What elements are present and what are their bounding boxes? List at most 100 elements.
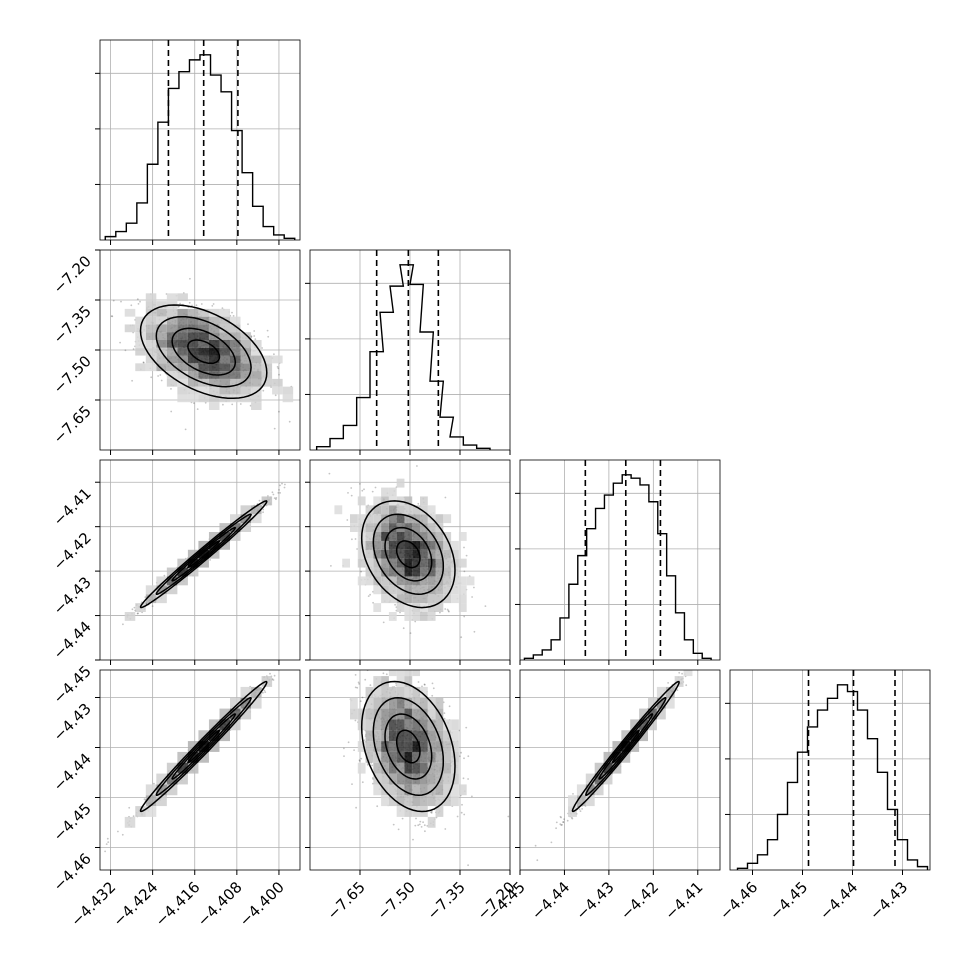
scatter-point — [369, 594, 371, 596]
scatter-point — [343, 748, 345, 750]
scatter-point — [444, 718, 446, 720]
scatter-point — [134, 607, 136, 609]
density-cell — [219, 348, 230, 356]
density-cell — [342, 559, 350, 568]
density-cell — [251, 379, 262, 387]
density-cell — [381, 505, 389, 514]
scatter-point — [281, 668, 283, 670]
density-cell — [188, 371, 199, 379]
scatter-point — [360, 571, 362, 573]
density-cell — [451, 594, 459, 603]
scatter-point — [466, 555, 468, 557]
density-cell — [198, 348, 209, 356]
scatter-point — [231, 312, 233, 314]
scatter-point — [372, 491, 374, 493]
density-cell — [146, 309, 157, 317]
scatter-point — [343, 755, 345, 757]
scatter-point — [111, 315, 113, 317]
panel-4-4 — [725, 670, 930, 870]
density-cell — [177, 394, 188, 402]
scatter-point — [274, 497, 276, 499]
scatter-point — [444, 712, 446, 714]
scatter-point — [119, 342, 121, 344]
density-cell — [251, 371, 262, 379]
scatter-point — [307, 634, 309, 636]
density-cell — [404, 612, 412, 621]
density-cell — [459, 603, 467, 612]
scatter-point — [278, 374, 280, 376]
density-cell — [366, 523, 374, 532]
scatter-point — [346, 519, 348, 521]
density-cell — [459, 559, 467, 568]
scatter-point — [360, 758, 362, 760]
scatter-point — [177, 306, 179, 308]
scatter-point — [361, 490, 363, 492]
scatter-point — [370, 684, 372, 686]
density-cell — [397, 603, 405, 612]
scatter-point — [417, 824, 419, 826]
density-cell — [198, 332, 209, 340]
density-layer — [104, 634, 309, 853]
scatter-point — [471, 596, 473, 598]
density-cell — [198, 394, 209, 402]
scatter-point — [364, 679, 366, 681]
scatter-point — [460, 636, 462, 638]
scatter-point — [170, 411, 172, 413]
scatter-point — [157, 375, 159, 377]
scatter-point — [264, 691, 266, 693]
density-cell — [397, 479, 405, 488]
scatter-point — [410, 632, 412, 634]
scatter-point — [463, 814, 465, 816]
scatter-point — [133, 348, 135, 350]
scatter-point — [383, 622, 385, 624]
scatter-point — [356, 548, 358, 550]
density-cell — [251, 387, 262, 395]
scatter-point — [211, 305, 213, 307]
scatter-point — [222, 404, 224, 406]
density-cell — [420, 514, 428, 523]
scatter-point — [137, 298, 139, 300]
density-cell — [420, 594, 428, 603]
density-cell — [146, 293, 157, 301]
panel-3-2 — [310, 447, 510, 660]
scatter-point — [137, 612, 139, 614]
density-cell — [272, 356, 283, 364]
scatter-point — [273, 494, 275, 496]
scatter-point — [159, 374, 161, 376]
scatter-point — [279, 492, 281, 494]
density-cell — [167, 324, 178, 332]
density-cell — [428, 612, 436, 621]
scatter-point — [433, 687, 435, 689]
scatter-point — [161, 380, 163, 382]
scatter-point — [125, 349, 127, 351]
scatter-point — [412, 839, 414, 841]
scatter-point — [386, 673, 388, 675]
density-cell — [428, 505, 436, 514]
scatter-point — [414, 825, 416, 827]
density-cell — [146, 332, 157, 340]
scatter-point — [467, 864, 469, 866]
scatter-point — [388, 664, 390, 666]
histogram-step — [317, 265, 490, 450]
scatter-point — [164, 575, 166, 577]
density-cell — [459, 576, 467, 585]
density-cell — [459, 594, 467, 603]
density-cell — [436, 514, 444, 523]
density-cell — [389, 488, 397, 497]
density-cell — [188, 332, 199, 340]
density-cell — [146, 324, 157, 332]
scatter-point — [289, 421, 291, 423]
panel-3-1 — [100, 460, 300, 660]
scatter-point — [394, 604, 396, 606]
density-cell — [404, 532, 412, 541]
scatter-point — [362, 781, 364, 783]
panel-border — [100, 40, 300, 240]
scatter-point — [391, 667, 393, 669]
density-cell — [459, 585, 467, 594]
density-cell — [219, 387, 230, 395]
scatter-point — [201, 303, 203, 305]
density-cell — [188, 309, 199, 317]
scatter-point — [106, 843, 108, 845]
